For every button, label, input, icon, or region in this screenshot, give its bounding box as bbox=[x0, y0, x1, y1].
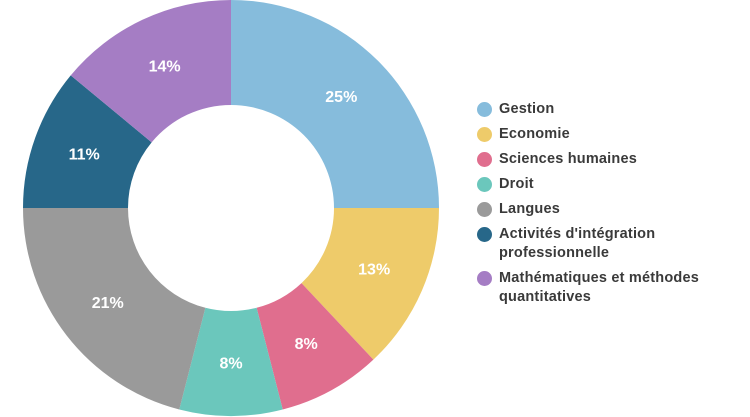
legend-label-0: Gestion bbox=[499, 101, 555, 117]
legend-label-3: Droit bbox=[499, 176, 534, 192]
legend-label-4: Langues bbox=[499, 201, 561, 217]
legend-item-3: Droit bbox=[477, 175, 747, 194]
legend-swatch-6 bbox=[477, 271, 492, 286]
donut-labels: 25% 13% 8% 8% 21% 11% 14% bbox=[69, 58, 391, 372]
legend-label-1: Economie bbox=[499, 126, 570, 142]
slice-label-0: 25% bbox=[325, 89, 357, 106]
legend-item-5: Activités d'intégration professionnelle bbox=[477, 225, 747, 263]
slice-3 bbox=[179, 307, 283, 417]
legend-swatch-1 bbox=[477, 127, 492, 142]
legend-swatch-3 bbox=[477, 177, 492, 192]
slice-label-1: 13% bbox=[358, 261, 390, 278]
legend-item-6: Mathématiques et méthodes quantitatives bbox=[477, 269, 747, 307]
slice-1 bbox=[301, 208, 439, 360]
chart-legend: Gestion Economie Sciences humaines Droit Lan… bbox=[477, 100, 747, 313]
slice-5 bbox=[23, 75, 152, 209]
legend-item-4: Langues bbox=[477, 200, 747, 219]
slice-2 bbox=[256, 283, 374, 410]
slice-label-2: 8% bbox=[295, 336, 318, 353]
legend-swatch-4 bbox=[477, 202, 492, 217]
legend-label-6: Mathématiques et méthodes quantitatives bbox=[499, 270, 699, 305]
donut-slices bbox=[23, 0, 439, 417]
slice-4 bbox=[23, 208, 206, 410]
legend-swatch-5 bbox=[477, 227, 492, 242]
slice-label-3: 8% bbox=[219, 356, 242, 373]
legend-label-5: Activités d'intégration professionnelle bbox=[499, 226, 656, 261]
legend-label-2: Sciences humaines bbox=[499, 151, 637, 167]
legend-swatch-2 bbox=[477, 152, 492, 167]
slice-label-6: 14% bbox=[149, 58, 181, 75]
legend-item-1: Economie bbox=[477, 125, 747, 144]
legend-item-0: Gestion bbox=[477, 100, 747, 119]
slice-label-5: 11% bbox=[69, 147, 100, 164]
legend-item-2: Sciences humaines bbox=[477, 150, 747, 169]
legend-swatch-0 bbox=[477, 102, 492, 117]
slice-label-4: 21% bbox=[92, 295, 124, 312]
slice-0 bbox=[231, 0, 439, 208]
slice-6 bbox=[70, 0, 231, 143]
